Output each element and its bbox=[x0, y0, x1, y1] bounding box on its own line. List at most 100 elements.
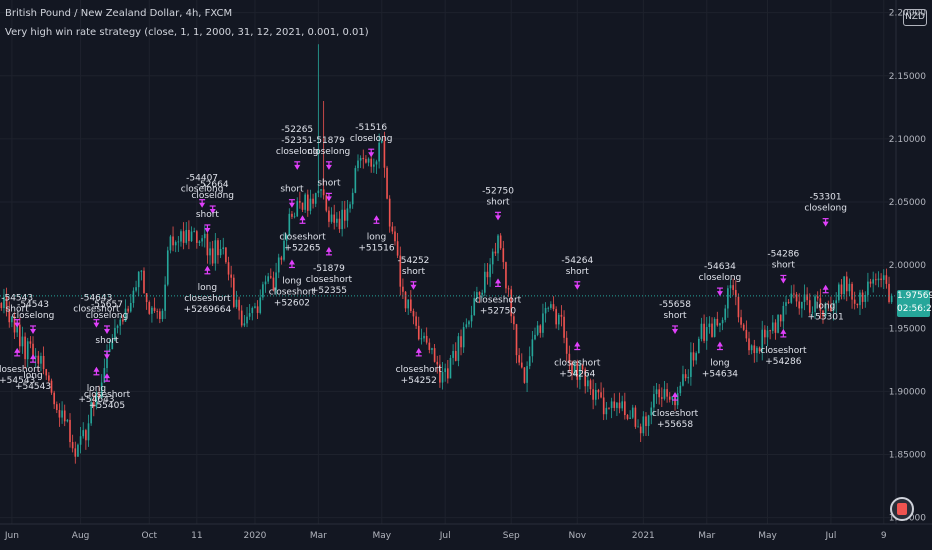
x-tick-label: 11 bbox=[191, 531, 202, 541]
candle-body bbox=[634, 407, 637, 427]
candle-body bbox=[193, 231, 196, 233]
candle-body bbox=[40, 355, 42, 364]
candle-body bbox=[380, 140, 383, 143]
y-tick-label: 1.85000 bbox=[889, 451, 926, 461]
candle-body bbox=[164, 284, 166, 311]
candle-body bbox=[565, 337, 568, 354]
candle-body bbox=[306, 194, 309, 211]
long-arrow-icon bbox=[30, 354, 37, 360]
candle-body bbox=[412, 310, 415, 317]
currency-badge[interactable]: NZD bbox=[903, 9, 927, 26]
candle-body bbox=[13, 316, 16, 333]
trade-label: closelong bbox=[181, 185, 224, 195]
candle-body bbox=[671, 396, 674, 400]
candle-body bbox=[182, 231, 185, 243]
candle-body bbox=[494, 251, 497, 254]
candle-body bbox=[309, 198, 312, 211]
candle-body bbox=[827, 303, 830, 305]
short-arrow-icon bbox=[204, 227, 211, 233]
candle-body bbox=[320, 189, 322, 191]
candle-body bbox=[285, 235, 288, 241]
candle-body bbox=[505, 262, 507, 289]
trade-label: -54286 bbox=[767, 249, 799, 259]
candle-body bbox=[357, 160, 359, 169]
candle-body bbox=[814, 296, 816, 312]
x-tick-label: Mar bbox=[310, 531, 327, 541]
candle-body bbox=[16, 324, 18, 333]
candle-body bbox=[248, 313, 251, 317]
trade-label: closeshort bbox=[0, 365, 41, 375]
trade-label: +53301 bbox=[808, 313, 844, 323]
candle-body bbox=[785, 302, 787, 306]
candle-body bbox=[462, 327, 465, 348]
candle-body bbox=[42, 355, 45, 370]
candle-body bbox=[48, 375, 50, 381]
candle-body bbox=[568, 353, 571, 363]
candle-body bbox=[888, 283, 890, 303]
candle-body bbox=[705, 327, 708, 341]
candle-body bbox=[402, 286, 404, 292]
candle-body bbox=[816, 296, 819, 299]
candle-body bbox=[732, 285, 734, 290]
time-axis[interactable]: Jun Aug Oct 11 2020 Mar May Jul Sep Nov 2021 Mar May… bbox=[4, 531, 887, 541]
candle-body bbox=[124, 308, 127, 322]
candle-body bbox=[34, 355, 37, 358]
candle-body bbox=[774, 322, 777, 333]
x-tick-label: Oct bbox=[141, 531, 157, 541]
trade-label: -54543 bbox=[1, 294, 33, 304]
candle-body bbox=[431, 348, 433, 350]
trade-label: short bbox=[566, 267, 590, 277]
candle-body bbox=[616, 402, 618, 408]
long-arrow-icon bbox=[204, 265, 211, 271]
grid bbox=[0, 0, 896, 524]
candle-body bbox=[214, 240, 217, 264]
candle-body bbox=[293, 216, 296, 218]
candle-body bbox=[769, 330, 771, 332]
candle-body bbox=[737, 296, 740, 318]
candle-body bbox=[222, 247, 225, 250]
tradingview-logo-icon[interactable] bbox=[890, 497, 914, 521]
candle-body bbox=[114, 327, 116, 341]
trade-label: -51879 bbox=[313, 264, 345, 274]
candle-body bbox=[243, 323, 246, 326]
trade-label: -54252 bbox=[398, 256, 430, 266]
candle-body bbox=[373, 164, 375, 167]
candle-body bbox=[637, 426, 639, 428]
strategy-legend[interactable]: Very high win rate strategy (close, 1, 1… bbox=[5, 27, 369, 38]
candle-body bbox=[875, 279, 877, 281]
candle-body bbox=[259, 297, 262, 313]
candle-body bbox=[885, 275, 888, 284]
candle-body bbox=[254, 306, 256, 308]
candle-body bbox=[143, 270, 145, 294]
candle-body bbox=[129, 302, 132, 312]
y-tick-label: 2.05000 bbox=[889, 198, 926, 208]
candle-body bbox=[605, 407, 608, 415]
candle-body bbox=[610, 401, 613, 409]
candle-body bbox=[518, 355, 520, 363]
candle-body bbox=[452, 351, 454, 358]
candle-body bbox=[312, 198, 314, 204]
candle-body bbox=[655, 389, 658, 395]
short-arrow-icon bbox=[325, 196, 332, 202]
trade-label: +54543 bbox=[0, 376, 35, 386]
candle-body bbox=[365, 159, 367, 163]
candle-body bbox=[21, 336, 24, 347]
candle-body bbox=[439, 364, 441, 383]
trade-label: short bbox=[486, 197, 510, 207]
candle-body bbox=[0, 303, 3, 309]
candle-body bbox=[87, 423, 90, 441]
trade-label: long bbox=[23, 371, 42, 381]
candle-body bbox=[391, 226, 394, 232]
long-arrow-icon bbox=[104, 373, 111, 379]
candle-body bbox=[246, 316, 248, 324]
candle-body bbox=[822, 310, 824, 317]
candle-body bbox=[557, 314, 560, 325]
candle-body bbox=[507, 288, 510, 290]
candle-body bbox=[100, 382, 103, 398]
candle-body bbox=[37, 355, 40, 364]
symbol-title[interactable]: British Pound / New Zealand Dollar, 4h, … bbox=[5, 8, 233, 19]
candle-body bbox=[66, 419, 69, 422]
candle-body bbox=[256, 306, 259, 313]
